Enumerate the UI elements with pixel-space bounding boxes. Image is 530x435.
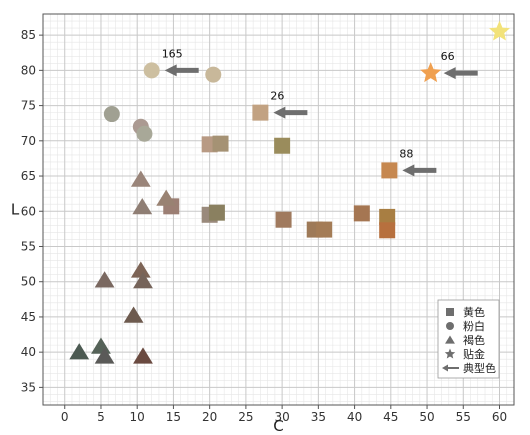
square-point (353, 205, 370, 222)
legend-label: 褐色 (463, 333, 485, 347)
x-tick-label: 20 (202, 410, 217, 424)
x-tick-label: 5 (97, 410, 105, 424)
triangle-point (94, 347, 115, 364)
triangle-point (130, 261, 151, 278)
typical-color-label: 26 (270, 90, 284, 103)
square-point (274, 137, 291, 154)
square-point (208, 204, 225, 221)
x-tick-label: 0 (61, 410, 69, 424)
typical-color-label: 66 (441, 50, 455, 63)
circle-point (136, 125, 153, 142)
square-point (212, 135, 229, 152)
x-tick-label: 60 (492, 410, 507, 424)
legend-label: 黄色 (463, 305, 485, 319)
x-tick-label: 40 (347, 410, 362, 424)
circle-point (103, 106, 120, 123)
y-tick-label: 60 (21, 204, 36, 218)
triangle-point (69, 343, 90, 360)
square-point (275, 211, 292, 228)
triangle-point (94, 271, 115, 288)
x-tick-label: 55 (456, 410, 471, 424)
x-tick-label: 30 (274, 410, 289, 424)
legend-triangle-icon (445, 335, 455, 344)
y-tick-label: 50 (21, 275, 36, 289)
y-tick-label: 80 (21, 63, 36, 77)
square-point (252, 104, 269, 121)
triangle-point (133, 347, 153, 364)
y-axis-title: L (11, 201, 20, 219)
legend-label: 粉白 (463, 319, 485, 333)
y-tick-label: 85 (21, 28, 36, 42)
typical-color-label: 88 (399, 147, 413, 160)
x-tick-label: 50 (419, 410, 434, 424)
square-point (379, 222, 396, 239)
typical-color-arrow-head (402, 164, 415, 177)
x-tick-label: 25 (238, 410, 253, 424)
legend-square-icon (446, 308, 454, 316)
axes: 0 5 10 15 20 25 30 35 40 45 50 55 60 35 40 45 50 55 60 65 70… (11, 13, 515, 435)
legend-star-icon (444, 348, 456, 359)
x-tick-label: 15 (166, 410, 181, 424)
legend-arrow-icon (442, 364, 448, 372)
circle-point (205, 66, 222, 83)
triangle-point (156, 189, 177, 206)
x-tick-label: 10 (130, 410, 145, 424)
y-tick-label: 75 (21, 99, 36, 113)
y-tick-label: 35 (21, 380, 36, 394)
y-tick-label: 65 (21, 169, 36, 183)
legend-label: 典型色 (463, 361, 496, 375)
star-point (420, 62, 442, 83)
plot-frame (42, 13, 515, 406)
typical-color-label: 165 (162, 47, 183, 60)
triangle-point (91, 337, 111, 354)
grid (43, 13, 515, 405)
typical-color-annotations: 165 26 88 66 (162, 47, 478, 177)
star-point (489, 20, 510, 41)
triangle-point (123, 306, 144, 323)
triangle-point (132, 198, 153, 215)
typical-color-arrow-head (164, 64, 177, 77)
y-tick-label: 55 (21, 239, 36, 253)
legend-label: 贴金 (463, 347, 485, 361)
legend-circle-icon (446, 322, 454, 330)
square-point (381, 162, 398, 179)
triangle-point (133, 272, 153, 289)
y-tick-label: 45 (21, 310, 36, 324)
data-points (69, 20, 510, 364)
typical-color-arrow-head (443, 67, 456, 80)
typical-color-arrow-head (273, 106, 286, 119)
square-point (316, 221, 333, 238)
x-tick-label: 35 (311, 410, 326, 424)
circle-point (143, 62, 160, 79)
y-tick-label: 70 (21, 134, 36, 148)
triangle-point (130, 170, 151, 187)
x-axis-title: C (273, 417, 283, 435)
square-point (379, 208, 396, 225)
x-tick-label: 45 (383, 410, 398, 424)
y-tick-label: 40 (21, 345, 36, 359)
